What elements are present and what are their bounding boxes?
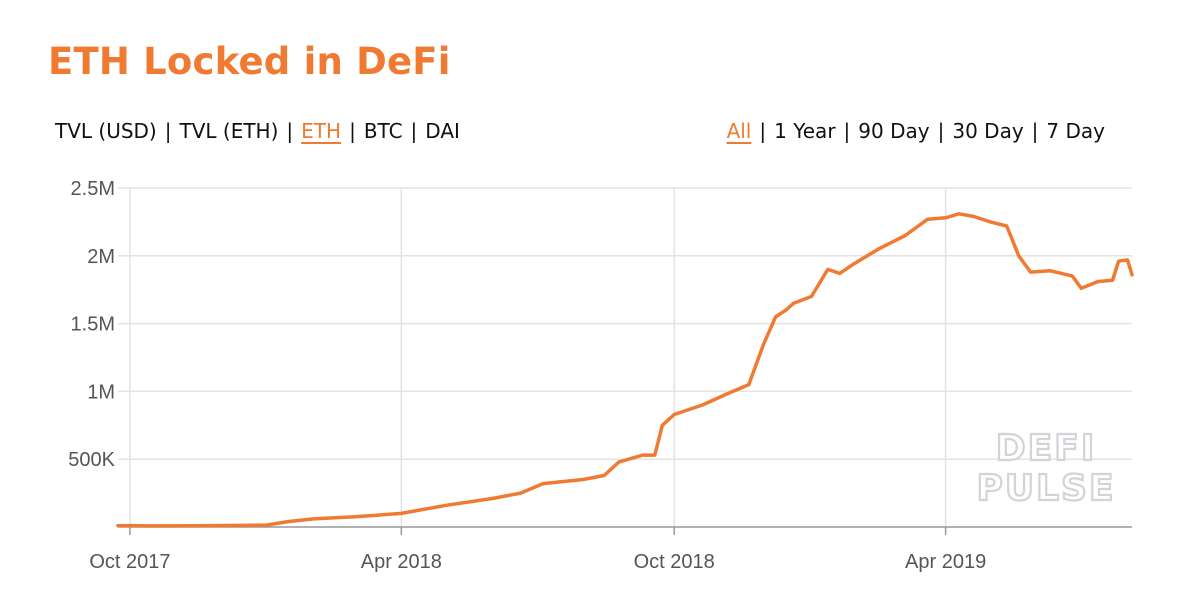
grid	[118, 187, 1132, 535]
data-point	[784, 308, 788, 312]
toggle-eth[interactable]: ETH	[301, 119, 342, 143]
data-point	[877, 247, 880, 251]
x-tick-label: Apr 2018	[361, 551, 442, 573]
data-point	[701, 403, 704, 407]
data-point	[850, 264, 853, 267]
watermark: DEFI PULSE	[975, 427, 1115, 510]
x-tick-label: Apr 2019	[905, 551, 986, 573]
data-point	[989, 220, 992, 224]
data-point	[1117, 260, 1120, 263]
x-tick-label: Oct 2018	[634, 551, 715, 573]
toggle-separator: |	[937, 119, 945, 143]
range-7-day[interactable]: 7 Day	[1046, 119, 1105, 143]
y-tick-label: 1M	[87, 381, 115, 403]
data-point	[240, 524, 243, 527]
data-point	[1130, 273, 1134, 276]
data-point	[673, 413, 676, 416]
data-point	[661, 424, 664, 427]
range-toggle-group: All | 1 Year | 90 Day | 30 Day | 7 Day	[727, 119, 1105, 143]
toggle-separator: |	[410, 119, 418, 143]
chart-title: ETH Locked in DeFi	[48, 40, 451, 83]
range-30-day[interactable]: 30 Day	[952, 119, 1024, 143]
data-point	[519, 491, 522, 495]
data-point	[944, 216, 947, 219]
data-point	[904, 234, 907, 237]
data-point	[312, 517, 315, 521]
data-point	[653, 453, 656, 457]
data-point	[1096, 280, 1099, 283]
data-point	[972, 215, 976, 218]
data-point	[1029, 270, 1032, 274]
data-point	[444, 504, 448, 507]
watermark-line-1: DEFI	[996, 428, 1096, 469]
data-point	[1017, 254, 1020, 257]
data-point	[725, 392, 728, 396]
x-tick-label: Oct 2017	[89, 551, 170, 573]
toggle-separator: |	[1031, 119, 1039, 143]
data-point	[747, 383, 750, 386]
series-layer	[116, 212, 1134, 528]
data-point	[400, 512, 403, 515]
data-point	[810, 295, 813, 298]
data-point	[617, 460, 621, 464]
range-90-day[interactable]: 90 Day	[858, 119, 930, 143]
toggle-tvl-usd[interactable]: TVL (USD)	[55, 119, 157, 143]
data-point	[1048, 269, 1052, 272]
data-point	[195, 524, 199, 527]
data-point	[641, 453, 645, 457]
data-point	[1126, 258, 1129, 262]
data-point	[792, 302, 795, 305]
data-point	[582, 478, 585, 481]
data-point	[1111, 279, 1114, 282]
data-point	[762, 342, 765, 346]
toggle-separator: |	[759, 119, 767, 143]
data-point	[353, 515, 357, 518]
y-tick-label: 2.5M	[71, 178, 115, 200]
data-point	[1080, 287, 1083, 290]
y-tick-label: 1.5M	[71, 314, 115, 336]
metric-toggle-group: TVL (USD) | TVL (ETH) | ETH | BTC | DAI	[55, 119, 460, 143]
data-point	[541, 482, 545, 485]
data-point	[602, 474, 606, 477]
data-point	[774, 315, 777, 318]
toggle-separator: |	[843, 119, 851, 143]
y-tick-label: 500K	[68, 449, 115, 471]
data-point	[838, 272, 841, 275]
toggle-separator: |	[164, 119, 172, 143]
data-point	[491, 497, 494, 500]
toggle-btc[interactable]: BTC	[363, 119, 403, 143]
toggle-dai[interactable]: DAI	[425, 119, 460, 143]
data-point	[116, 524, 120, 527]
range-1-year[interactable]: 1 Year	[774, 119, 836, 143]
range-all[interactable]: All	[726, 119, 752, 143]
data-point	[149, 524, 152, 528]
data-point	[265, 523, 269, 527]
data-point	[826, 268, 829, 271]
axis-labels: 500K 1M 1.5M 2M 2.5M Oct 2017 Apr 2018 Oct 2018…	[68, 178, 986, 573]
watermark-line-2: PULSE	[976, 468, 1115, 509]
toggle-separator: |	[286, 119, 294, 143]
toggle-tvl-eth[interactable]: TVL (ETH)	[179, 119, 279, 143]
data-point	[926, 218, 929, 221]
data-point	[1071, 274, 1074, 278]
y-tick-label: 2M	[87, 246, 115, 268]
data-point	[1005, 224, 1008, 228]
data-point	[286, 520, 290, 523]
toggle-separator: |	[349, 119, 356, 143]
data-point	[957, 212, 961, 215]
